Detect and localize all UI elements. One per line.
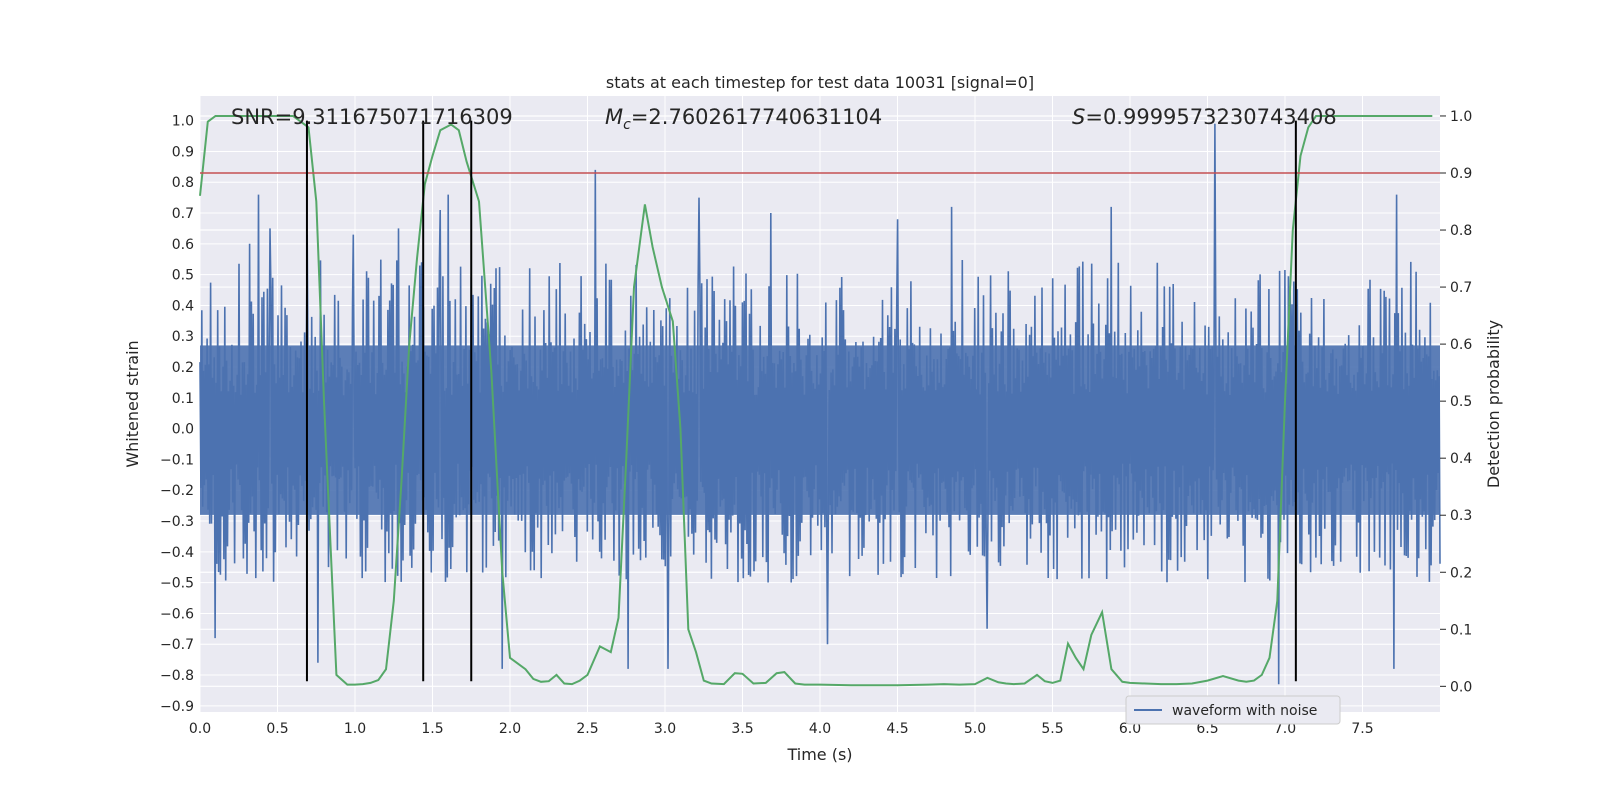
- y-tick-label: 0.4: [172, 298, 194, 314]
- x-tick-label: 0.5: [266, 721, 288, 737]
- x-tick-label: 0.0: [189, 721, 211, 737]
- x-tick-label: 6.5: [1196, 721, 1218, 737]
- y2-tick-label: 0.4: [1450, 451, 1472, 467]
- y2-tick-label: 0.6: [1450, 337, 1472, 353]
- annotation-s-value: =0.9999573230743408: [1085, 105, 1336, 129]
- y-tick-label: 0.0: [172, 422, 194, 438]
- legend-label-waveform: waveform with noise: [1172, 703, 1317, 719]
- y-tick-label: 0.1: [172, 391, 194, 407]
- x-tick-label: 5.5: [1041, 721, 1063, 737]
- waveform-core-band: [200, 345, 1440, 515]
- probability-line: [199, 115, 1433, 687]
- y-tick-label: −0.9: [160, 699, 194, 715]
- x-tick-label: 2.0: [499, 721, 521, 737]
- annotation-mc-value: =2.7602617740631104: [631, 105, 882, 129]
- y2-tick-label: 0.8: [1450, 223, 1472, 239]
- annotation-s: S=0.9999573230743408: [1072, 105, 1337, 129]
- y-tick-label: −0.2: [160, 483, 194, 499]
- y2-tick-label: 0.0: [1450, 679, 1472, 695]
- annotation-s-symbol: S: [1072, 105, 1085, 129]
- y2-tick-label: 0.2: [1450, 565, 1472, 581]
- annotation-snr: SNR=9.311675071716309: [231, 105, 513, 129]
- chart-title: stats at each timestep for test data 100…: [606, 73, 1034, 92]
- x-tick-label: 4.5: [886, 721, 908, 737]
- y2-tick-label: 0.5: [1450, 394, 1472, 410]
- y-tick-label: −0.7: [160, 637, 194, 653]
- annotation-mc: Mc=2.7602617740631104: [605, 105, 882, 133]
- y2-tick-label: 1.0: [1450, 109, 1472, 125]
- y-tick-label: −0.1: [160, 452, 194, 468]
- y2-axis-label: Detection probability: [1484, 320, 1503, 488]
- y-tick-label: 0.9: [172, 144, 194, 160]
- y-tick-label: 0.3: [172, 329, 194, 345]
- y2-tick-label: 0.9: [1450, 166, 1472, 182]
- x-tick-label: 4.0: [809, 721, 831, 737]
- y-tick-label: 0.6: [172, 237, 194, 253]
- x-tick-label: 6.0: [1119, 721, 1141, 737]
- y-tick-label: 0.7: [172, 206, 194, 222]
- legend: waveform with noise: [1125, 695, 1341, 725]
- x-tick-label: 3.5: [731, 721, 753, 737]
- x-tick-label: 3.0: [654, 721, 676, 737]
- x-tick-label: 1.5: [421, 721, 443, 737]
- vertical-markers: [305, 120, 1297, 682]
- axis-ticks: −0.9 −0.8 −0.7 −0.6 −0.5 −0.4 −0.3 −0.2 −0.1 0.0 0…: [160, 109, 1472, 737]
- y-tick-label: −0.6: [160, 606, 194, 622]
- y-tick-label: −0.8: [160, 668, 194, 684]
- y2-tick-label: 0.1: [1450, 622, 1472, 638]
- x-tick-label: 7.0: [1274, 721, 1296, 737]
- y2-tick-label: 0.7: [1450, 280, 1472, 296]
- y-tick-label: −0.3: [160, 514, 194, 530]
- x-tick-label: 5.0: [964, 721, 986, 737]
- y-tick-label: 1.0: [172, 114, 194, 130]
- annotation-mc-sub: c: [623, 117, 631, 133]
- y-tick-label: −0.4: [160, 545, 194, 561]
- y-tick-label: −0.5: [160, 576, 194, 592]
- y2-tick-label: 0.3: [1450, 508, 1472, 524]
- probability-series: [199, 115, 1433, 687]
- x-tick-label: 1.0: [344, 721, 366, 737]
- x-tick-label: 7.5: [1351, 721, 1373, 737]
- x-tick-label: 2.5: [576, 721, 598, 737]
- x-axis-label: Time (s): [786, 745, 852, 764]
- annotation-mc-symbol: M: [605, 105, 623, 129]
- y-tick-label: 0.5: [172, 268, 194, 284]
- y-axis-label: Whitened strain: [123, 340, 142, 467]
- legend-box: [1125, 695, 1341, 725]
- y-tick-label: 0.2: [172, 360, 194, 376]
- y-tick-label: 0.8: [172, 175, 194, 191]
